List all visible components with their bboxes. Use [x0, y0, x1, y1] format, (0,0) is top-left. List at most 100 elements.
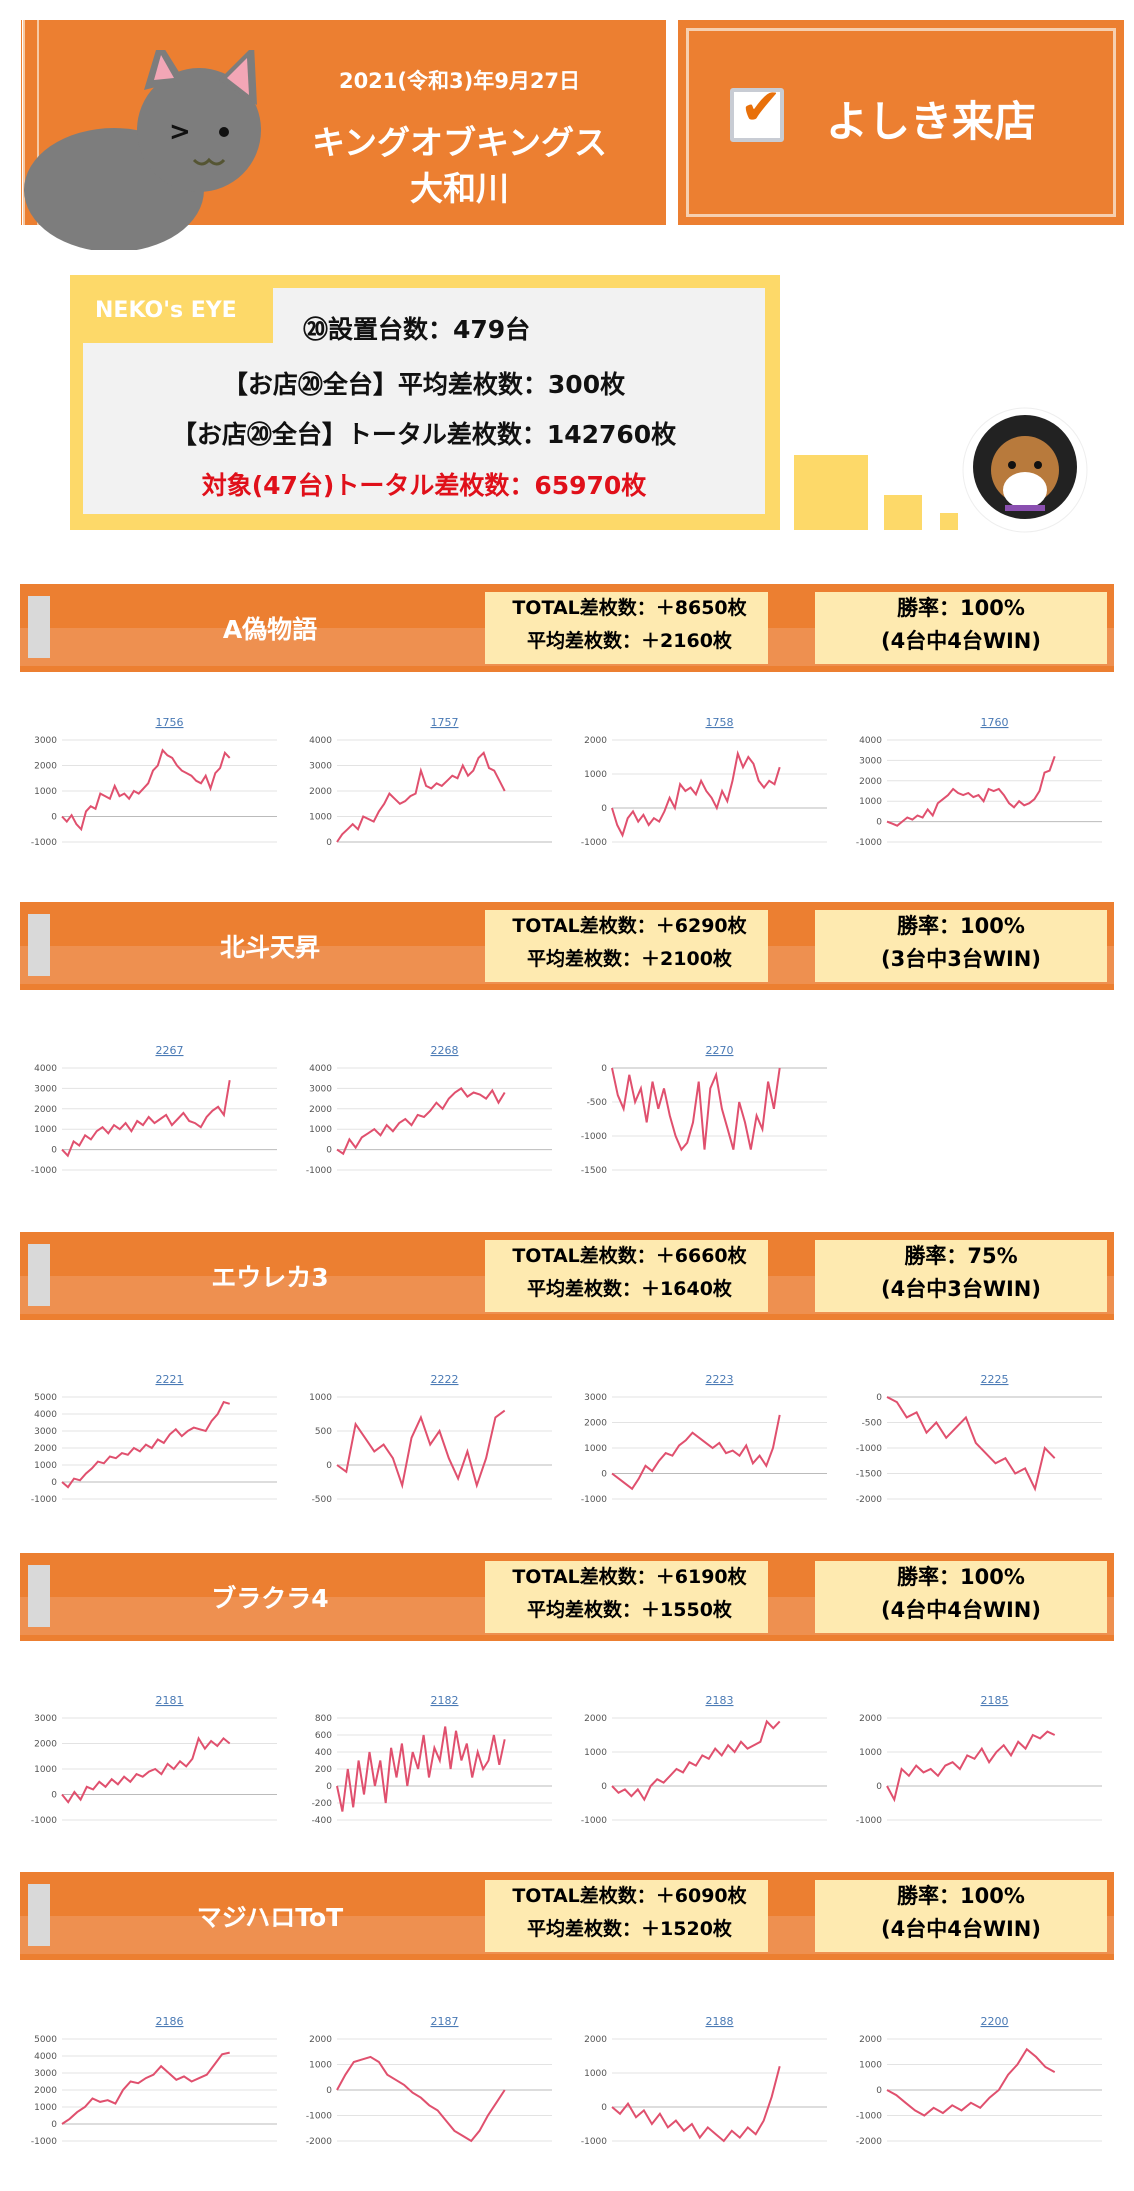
y-tick-label: 0 [876, 1782, 882, 1792]
chart-title[interactable]: 2200 [981, 2015, 1009, 2028]
diff-chart: 2187 -2000 -1000 0 1000 2000 [306, 2015, 552, 2147]
y-tick-label: 2000 [859, 777, 882, 787]
diff-stats: TOTAL差枚数：＋6190枚 平均差枚数：＋1550枚 [485, 1561, 768, 1633]
diff-line [336, 1087, 506, 1156]
chart-title[interactable]: 1760 [981, 716, 1009, 729]
chart-title[interactable]: 1758 [706, 716, 734, 729]
diff-line [61, 748, 231, 832]
y-tick-label: 0 [51, 813, 57, 823]
diff-line [336, 1726, 506, 1812]
chart-title[interactable]: 2187 [431, 2015, 459, 2028]
chart-title[interactable]: 2186 [156, 2015, 184, 2028]
diff-stats: TOTAL差枚数：＋6290枚 平均差枚数：＋2100枚 [485, 910, 768, 982]
diff-line [886, 755, 1056, 827]
machine-section-header: マジハロToT TOTAL差枚数：＋6090枚 平均差枚数：＋1520枚 勝率：1… [20, 1872, 1114, 1960]
chart-title[interactable]: 2223 [706, 1373, 734, 1386]
decorative-bar [28, 914, 50, 976]
chart-title[interactable]: 2222 [431, 1373, 459, 1386]
diff-chart: 2186 -1000 0 1000 2000 3000 4000 5000 [31, 2015, 277, 2147]
diff-line [611, 1414, 781, 1491]
y-tick-label: -500 [312, 1495, 333, 1505]
y-tick-label: -500 [862, 1419, 883, 1429]
y-tick-label: 200 [315, 1765, 332, 1775]
y-tick-label: 2000 [34, 1740, 57, 1750]
y-tick-label: 1000 [859, 2061, 882, 2071]
y-tick-label: -1000 [31, 2137, 57, 2147]
machine-section-header: ブラクラ4 TOTAL差枚数：＋6190枚 平均差枚数：＋1550枚 勝率：100… [20, 1553, 1114, 1641]
y-tick-label: 0 [326, 1782, 332, 1792]
diff-line [611, 1067, 781, 1152]
diff-chart: 2183 -1000 0 1000 2000 [581, 1694, 827, 1826]
diff-chart: 2182 -400 -200 0 200 400 600 800 [312, 1694, 552, 1826]
win-rate: 勝率：100% [897, 596, 1025, 620]
y-tick-label: 3000 [584, 1393, 607, 1403]
chart-title[interactable]: 1756 [156, 716, 184, 729]
y-tick-label: 4000 [309, 736, 332, 746]
y-tick-label: -1500 [856, 1470, 882, 1480]
y-tick-label: 2000 [859, 1714, 882, 1724]
diff-line [61, 1400, 230, 1489]
y-tick-label: -200 [312, 1799, 333, 1809]
chart-title[interactable]: 2221 [156, 1373, 184, 1386]
y-tick-label: -1000 [581, 1495, 607, 1505]
deco-block [940, 513, 958, 530]
avg-diff: 平均差枚数：＋1640枚 [527, 1278, 732, 1300]
machine-section-header: A偽物語 TOTAL差枚数：＋8650枚 平均差枚数：＋2160枚 勝率：100%… [20, 584, 1114, 672]
y-tick-label: -1000 [581, 838, 607, 848]
y-tick-label: 2000 [584, 2035, 607, 2045]
y-tick-label: 4000 [34, 1064, 57, 1074]
y-tick-label: -1000 [581, 1132, 607, 1142]
decorative-bar [28, 1565, 50, 1627]
chart-title[interactable]: 2267 [156, 1044, 184, 1057]
diff-chart: 2223 -1000 0 1000 2000 3000 [581, 1373, 827, 1505]
visit-banner: ✔ よしき来店 [678, 20, 1124, 225]
store-name-line2: 大和川 [410, 169, 509, 208]
chart-title[interactable]: 2185 [981, 1694, 1009, 1707]
y-tick-label: 2000 [34, 1105, 57, 1115]
diff-line [611, 2065, 781, 2143]
y-tick-label: 3000 [34, 1427, 57, 1437]
gray-cat-icon: > [24, 50, 261, 250]
decorative-bar [28, 596, 50, 658]
y-tick-label: 3000 [34, 1714, 57, 1724]
date-text: 2021(令和3)年9月27日 [338, 69, 581, 93]
checkbox-checked-icon: ✔ [730, 78, 784, 142]
y-tick-label: 0 [876, 1393, 882, 1403]
y-tick-label: 0 [876, 818, 882, 828]
win-rate: 勝率：75% [904, 1244, 1018, 1268]
y-tick-label: 1000 [584, 2069, 607, 2079]
machine-name: 北斗天昇 [219, 933, 320, 962]
chart-title[interactable]: 2181 [156, 1694, 184, 1707]
y-tick-label: 5000 [34, 1393, 57, 1403]
chart-title[interactable]: 2270 [706, 1044, 734, 1057]
y-tick-label: 800 [315, 1714, 332, 1724]
chart-title[interactable]: 2268 [431, 1044, 459, 1057]
y-tick-label: 0 [601, 1470, 607, 1480]
win-detail: (4台中3台WIN) [881, 1277, 1041, 1301]
y-tick-label: 2000 [34, 762, 57, 772]
chart-title[interactable]: 2188 [706, 2015, 734, 2028]
machine-section-header: 北斗天昇 TOTAL差枚数：＋6290枚 平均差枚数：＋2100枚 勝率：100%… [20, 902, 1114, 990]
y-tick-label: -1000 [306, 1166, 332, 1176]
y-tick-label: 3000 [309, 1084, 332, 1094]
y-tick-label: -1500 [581, 1166, 607, 1176]
diff-stats: TOTAL差枚数：＋6090枚 平均差枚数：＋1520枚 [485, 1880, 768, 1952]
total-diff: TOTAL差枚数：＋8650枚 [512, 597, 747, 619]
win-rate-box: 勝率：100% (3台中3台WIN) [815, 910, 1107, 982]
y-tick-label: 0 [51, 2120, 57, 2130]
y-tick-label: 2000 [584, 1714, 607, 1724]
chart-title[interactable]: 1757 [431, 716, 459, 729]
chart-title[interactable]: 2183 [706, 1694, 734, 1707]
diff-chart: 2221 -1000 0 1000 2000 3000 4000 5000 [31, 1373, 277, 1505]
y-tick-label: 3000 [309, 762, 332, 772]
avg-diff: 平均差枚数：＋1520枚 [527, 1918, 732, 1940]
y-tick-label: 0 [51, 1146, 57, 1156]
chart-title[interactable]: 2182 [431, 1694, 459, 1707]
y-tick-label: -1000 [31, 1495, 57, 1505]
y-tick-label: -1000 [306, 2112, 332, 2122]
machine-count: ⑳設置台数：479台 [303, 315, 531, 344]
chart-title[interactable]: 2225 [981, 1373, 1009, 1386]
win-rate-box: 勝率：100% (4台中4台WIN) [815, 1561, 1107, 1633]
win-rate: 勝率：100% [897, 1884, 1025, 1908]
win-rate-box: 勝率：100% (4台中4台WIN) [815, 592, 1107, 664]
